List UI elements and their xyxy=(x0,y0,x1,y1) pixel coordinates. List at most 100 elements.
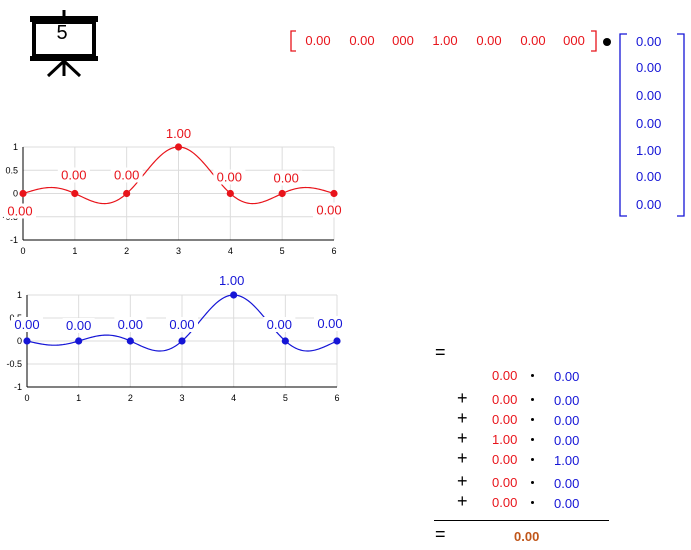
term-column-value: 0.00 xyxy=(554,393,580,408)
plus-operator: + xyxy=(457,408,468,428)
data-point-label: 0.00 xyxy=(14,317,39,332)
row-vector-left-bracket xyxy=(290,30,296,52)
x-tick-label: 0 xyxy=(24,393,29,403)
x-tick-label: 6 xyxy=(334,393,339,403)
row-vector-entry: 0.00 xyxy=(349,33,375,48)
data-point-label: 0.00 xyxy=(267,317,292,332)
data-label-background xyxy=(215,273,248,288)
y-tick-label: -1 xyxy=(10,235,18,245)
column-vector-chart: 012345610.50-0.5-10.000.000.000.001.000.… xyxy=(6,273,346,403)
term-row-value: 0.00 xyxy=(492,392,518,407)
y-tick-label: -1 xyxy=(14,382,22,392)
data-point xyxy=(278,189,286,198)
y-tick-label: 0 xyxy=(17,336,22,346)
data-point xyxy=(230,291,238,299)
data-point xyxy=(281,337,289,345)
dot-product-result: 0.00 xyxy=(514,529,540,544)
y-tick-label: 0.5 xyxy=(5,165,18,175)
term-column-value: 1.00 xyxy=(554,453,580,468)
data-point xyxy=(333,337,341,345)
y-tick-label: 0 xyxy=(13,189,18,199)
data-point xyxy=(174,143,183,151)
plus-operator: + xyxy=(457,388,468,408)
y-tick-label: 1 xyxy=(13,142,18,152)
term-row-value: 0.00 xyxy=(492,475,518,490)
data-point xyxy=(330,189,338,198)
data-point-label: 0.00 xyxy=(169,317,194,332)
sum-divider-line xyxy=(434,520,609,521)
term-row-value: 0.00 xyxy=(492,452,518,467)
plus-operator: + xyxy=(457,448,468,468)
data-point xyxy=(226,189,234,198)
row-vector-entry: 0.00 xyxy=(520,33,546,48)
column-vector-entry: 0.00 xyxy=(636,116,662,131)
term-column-value: 0.00 xyxy=(554,413,580,428)
x-tick-label: 3 xyxy=(179,393,184,403)
data-point xyxy=(123,189,131,198)
data-label-background xyxy=(57,167,90,183)
term-row-value: 0.00 xyxy=(492,368,518,383)
multiply-dot-icon xyxy=(531,438,534,441)
data-label-background xyxy=(62,318,95,333)
data-point xyxy=(71,189,79,198)
x-tick-label: 2 xyxy=(124,246,129,256)
y-tick-label: -0.5 xyxy=(6,359,22,369)
x-tick-label: 5 xyxy=(280,246,285,256)
plus-operator: + xyxy=(457,428,468,448)
column-vector-entry: 0.00 xyxy=(636,169,662,184)
equals-sign: = xyxy=(435,342,446,362)
data-label-background xyxy=(162,126,195,141)
column-vector-left-bracket xyxy=(619,33,627,217)
x-tick-label: 4 xyxy=(228,246,233,256)
data-label-background xyxy=(166,317,198,332)
column-vector-entry: 0.00 xyxy=(636,60,662,75)
column-vector-entry: 1.00 xyxy=(636,143,662,158)
data-point-label: 0.00 xyxy=(317,316,342,331)
data-point-label: 0.00 xyxy=(61,168,86,183)
column-vector-entry: 0.00 xyxy=(636,34,662,49)
multiply-dot-icon xyxy=(531,398,534,401)
result-equals-sign: = xyxy=(435,524,446,544)
slide-number: 5 xyxy=(56,22,68,44)
data-label-background xyxy=(114,317,147,332)
multiply-dot-icon xyxy=(531,501,534,504)
data-point xyxy=(23,337,31,345)
data-point-label: 1.00 xyxy=(219,273,244,288)
data-point xyxy=(126,337,134,345)
data-point-label: 0.00 xyxy=(114,168,139,183)
x-tick-label: 3 xyxy=(176,246,181,256)
term-row-value: 0.00 xyxy=(492,412,518,427)
multiply-dot-icon xyxy=(603,38,611,46)
data-point-label: 0.00 xyxy=(316,203,341,218)
row-vector-entry: 000 xyxy=(392,33,414,48)
term-column-value: 0.00 xyxy=(554,369,580,384)
column-vector-right-bracket xyxy=(677,33,685,217)
data-label-background xyxy=(314,316,346,331)
data-point-label: 0.00 xyxy=(217,170,242,185)
x-tick-label: 0 xyxy=(20,246,25,256)
x-tick-label: 4 xyxy=(231,393,236,403)
row-vector-entry: 0.00 xyxy=(305,33,331,48)
data-point-label: 0.00 xyxy=(274,171,299,186)
data-point xyxy=(19,189,27,198)
data-label-background xyxy=(263,317,296,332)
data-point-label: 1.00 xyxy=(166,126,191,141)
presentation-board-icon xyxy=(30,10,98,78)
multiply-dot-icon xyxy=(531,481,534,484)
term-column-value: 0.00 xyxy=(554,433,580,448)
plus-operator: + xyxy=(457,471,468,491)
column-vector-entry: 0.00 xyxy=(636,88,662,103)
term-column-value: 0.00 xyxy=(554,476,580,491)
row-vector-chart: 012345610.50-0.5-10.000.000.001.000.000.… xyxy=(2,126,345,256)
column-vector-entry: 0.00 xyxy=(636,197,662,212)
data-label-background xyxy=(110,167,143,183)
plus-operator: + xyxy=(457,491,468,511)
row-vector-entry: 000 xyxy=(563,33,585,48)
data-label-background xyxy=(4,203,36,219)
data-point xyxy=(178,337,186,345)
term-row-value: 1.00 xyxy=(492,432,518,447)
multiply-dot-icon xyxy=(531,458,534,461)
data-point-label: 0.00 xyxy=(66,318,91,333)
data-label-background xyxy=(11,317,43,332)
x-tick-label: 5 xyxy=(283,393,288,403)
